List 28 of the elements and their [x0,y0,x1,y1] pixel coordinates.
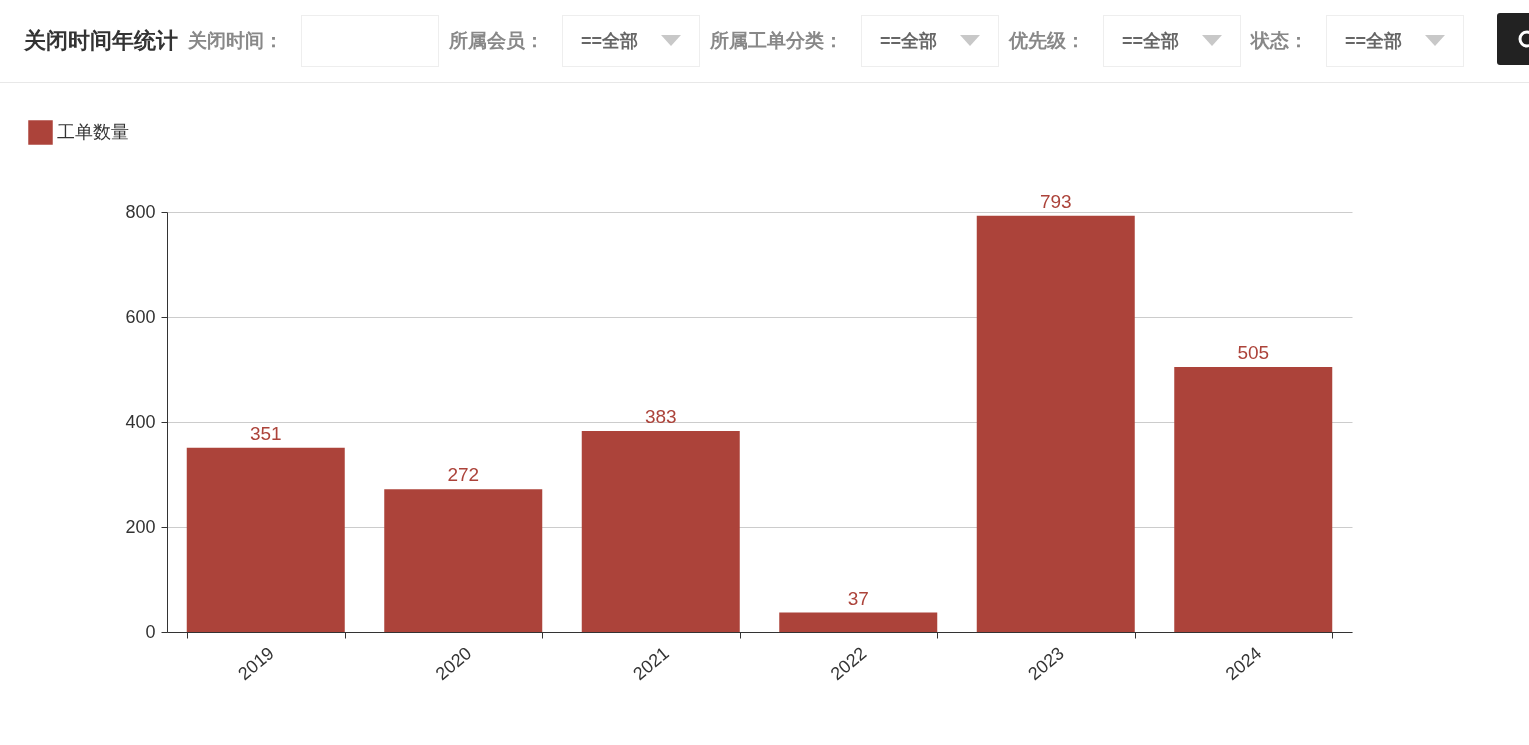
bar [581,430,740,632]
y-tick-label: 0 [145,621,156,642]
legend-label: 工单数量 [57,121,129,142]
bar [1174,366,1333,632]
bar [976,215,1135,632]
data-label: 37 [847,587,869,609]
text: 关闭时间： [188,29,283,53]
y-tick-label: 200 [125,516,156,537]
text: 优先级： [1009,29,1085,53]
data-label: 793 [1039,190,1072,212]
text: 所属工单分类： [710,29,843,53]
chart-title: 关闭时间年统计 [24,27,178,55]
text: ==全部 [581,30,639,53]
y-tick-label: 800 [125,201,156,222]
data-label: 505 [1237,341,1270,363]
bar [384,489,543,632]
data-label: 272 [447,464,480,486]
y-tick-label: 400 [125,411,156,432]
bar [186,447,345,632]
text: 状态： [1251,29,1308,53]
data-label: 383 [644,405,677,427]
y-tick-label: 600 [125,306,156,327]
data-label: 351 [249,422,282,444]
text: ==全部 [1345,30,1403,53]
bar [779,612,938,632]
text: 所属会员： [449,29,544,53]
text: ==全部 [880,30,938,53]
text: ==全部 [1122,30,1180,53]
